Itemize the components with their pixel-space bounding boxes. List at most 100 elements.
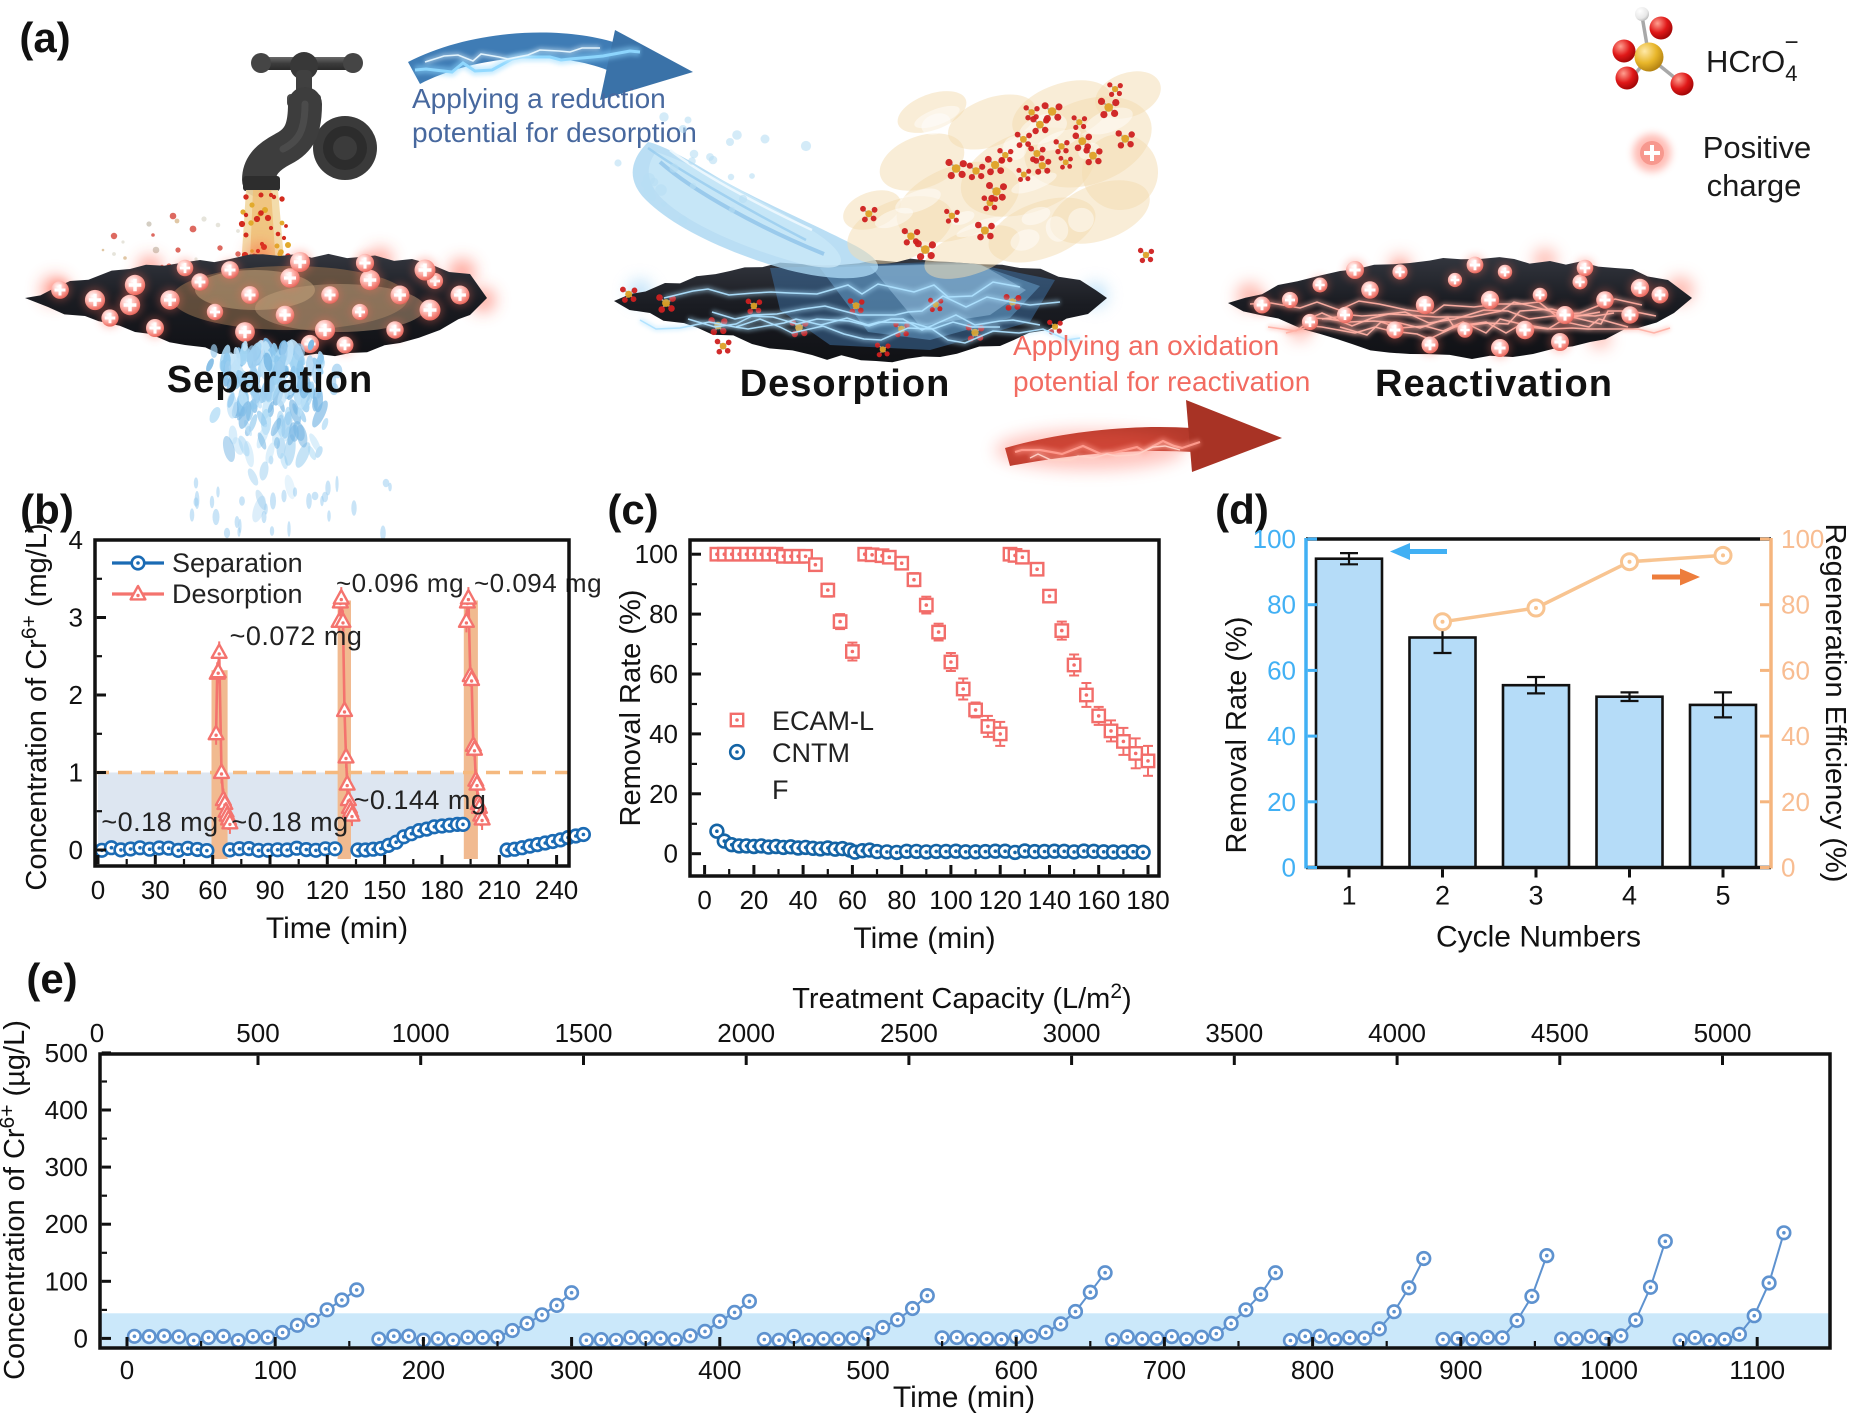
svg-text:80: 80 [1267,590,1296,620]
svg-text:Time (min): Time (min) [266,912,408,945]
svg-text:(e): (e) [26,955,77,1002]
svg-text:0: 0 [69,835,83,865]
svg-text:120: 120 [979,885,1022,915]
svg-text:Positive: Positive [1703,130,1812,165]
svg-text:40: 40 [649,719,678,749]
svg-text:160: 160 [1077,885,1120,915]
svg-text:F: F [772,775,789,805]
svg-text:20: 20 [649,779,678,809]
svg-text:1: 1 [69,758,83,788]
svg-text:0: 0 [120,1355,134,1385]
svg-text:0: 0 [1781,853,1795,883]
svg-text:Separation: Separation [172,548,303,578]
svg-text:Treatment Capacity (L/m2): Treatment Capacity (L/m2) [792,980,1131,1015]
svg-text:80: 80 [887,885,916,915]
svg-text:5: 5 [1715,881,1730,911]
svg-text:60: 60 [649,659,678,689]
svg-text:5000: 5000 [1694,1018,1752,1048]
svg-text:30: 30 [141,875,170,905]
svg-text:300: 300 [550,1355,593,1385]
svg-text:500: 500 [236,1018,279,1048]
svg-text:90: 90 [256,875,285,905]
svg-text:40: 40 [789,885,818,915]
svg-text:2: 2 [69,680,83,710]
svg-text:60: 60 [1267,655,1296,685]
svg-text:700: 700 [1143,1355,1186,1385]
svg-text:100: 100 [929,885,972,915]
svg-text:4500: 4500 [1531,1018,1589,1048]
svg-text:900: 900 [1439,1355,1482,1385]
svg-text:200: 200 [402,1355,445,1385]
svg-text:Concentration of Cr6+ (µg/L): Concentration of Cr6+ (µg/L) [0,1020,31,1380]
svg-text:~0.18 mg: ~0.18 mg [101,807,218,837]
svg-text:20: 20 [1781,787,1810,817]
svg-text:~0.18 mg: ~0.18 mg [231,807,348,837]
svg-text:2000: 2000 [717,1018,775,1048]
svg-text:600: 600 [995,1355,1038,1385]
svg-text:80: 80 [1781,590,1810,620]
svg-text:4000: 4000 [1368,1018,1426,1048]
svg-text:120: 120 [306,875,349,905]
svg-text:40: 40 [1267,721,1296,751]
svg-text:180: 180 [420,875,463,905]
svg-text:3: 3 [69,603,83,633]
svg-text:Separation: Separation [167,359,373,401]
svg-text:0: 0 [90,1018,104,1048]
svg-text:800: 800 [1291,1355,1334,1385]
svg-text:(b): (b) [20,486,74,533]
svg-text:500: 500 [45,1038,88,1068]
svg-text:180: 180 [1126,885,1169,915]
svg-text:1000: 1000 [392,1018,450,1048]
svg-text:40: 40 [1781,721,1810,751]
svg-text:80: 80 [649,599,678,629]
svg-text:0: 0 [74,1323,88,1353]
svg-text:charge: charge [1707,168,1802,203]
svg-text:potential for desorption: potential for desorption [412,117,697,148]
svg-text:400: 400 [698,1355,741,1385]
svg-text:ECAM-L: ECAM-L [772,706,874,736]
svg-text:(d): (d) [1215,486,1269,533]
svg-text:(c): (c) [607,486,658,533]
svg-text:Desorption: Desorption [172,579,303,609]
svg-text:150: 150 [363,875,406,905]
svg-text:0: 0 [1282,853,1296,883]
svg-text:1100: 1100 [1729,1355,1785,1385]
svg-text:Removal Rate (%): Removal Rate (%) [1221,617,1253,854]
svg-text:100: 100 [635,539,678,569]
svg-text:Desorption: Desorption [740,363,951,405]
svg-text:1: 1 [1341,881,1356,911]
svg-text:Reactivation: Reactivation [1375,363,1613,405]
svg-text:0: 0 [91,875,105,905]
svg-text:4: 4 [1622,881,1637,911]
svg-text:1000: 1000 [1580,1355,1638,1385]
svg-text:3: 3 [1528,881,1543,911]
svg-text:60: 60 [198,875,227,905]
svg-text:~0.144 mg: ~0.144 mg [354,785,487,815]
svg-text:~0.072 mg: ~0.072 mg [230,621,363,651]
svg-text:CNTM: CNTM [772,738,850,768]
svg-text:Regeneration Efficiency (%): Regeneration Efficiency (%) [1819,524,1850,883]
svg-text:240: 240 [535,875,578,905]
svg-text:400: 400 [45,1095,88,1125]
svg-text:2: 2 [1435,881,1450,911]
svg-text:Cycle Numbers: Cycle Numbers [1436,921,1641,954]
svg-text:Time (min): Time (min) [853,922,995,955]
svg-text:100: 100 [254,1355,297,1385]
svg-text:4: 4 [69,525,83,555]
svg-text:200: 200 [45,1209,88,1239]
svg-text:0: 0 [697,885,711,915]
svg-text:0: 0 [664,839,678,869]
svg-text:potential for reactivation: potential for reactivation [1013,366,1310,397]
svg-text:140: 140 [1028,885,1071,915]
svg-text:1500: 1500 [555,1018,613,1048]
svg-text:100: 100 [45,1266,88,1296]
svg-text:20: 20 [1267,787,1296,817]
svg-text:Concentration of Cr6+ (mg/L): Concentration of Cr6+ (mg/L) [18,523,53,890]
svg-text:Applying an oxidation: Applying an oxidation [1013,330,1279,361]
svg-text:Applying a reduction: Applying a reduction [412,83,666,114]
svg-text:~0.094 mg: ~0.094 mg [474,568,602,598]
svg-text:2500: 2500 [880,1018,938,1048]
svg-text:300: 300 [45,1152,88,1182]
svg-text:3000: 3000 [1043,1018,1101,1048]
svg-text:210: 210 [478,875,521,905]
